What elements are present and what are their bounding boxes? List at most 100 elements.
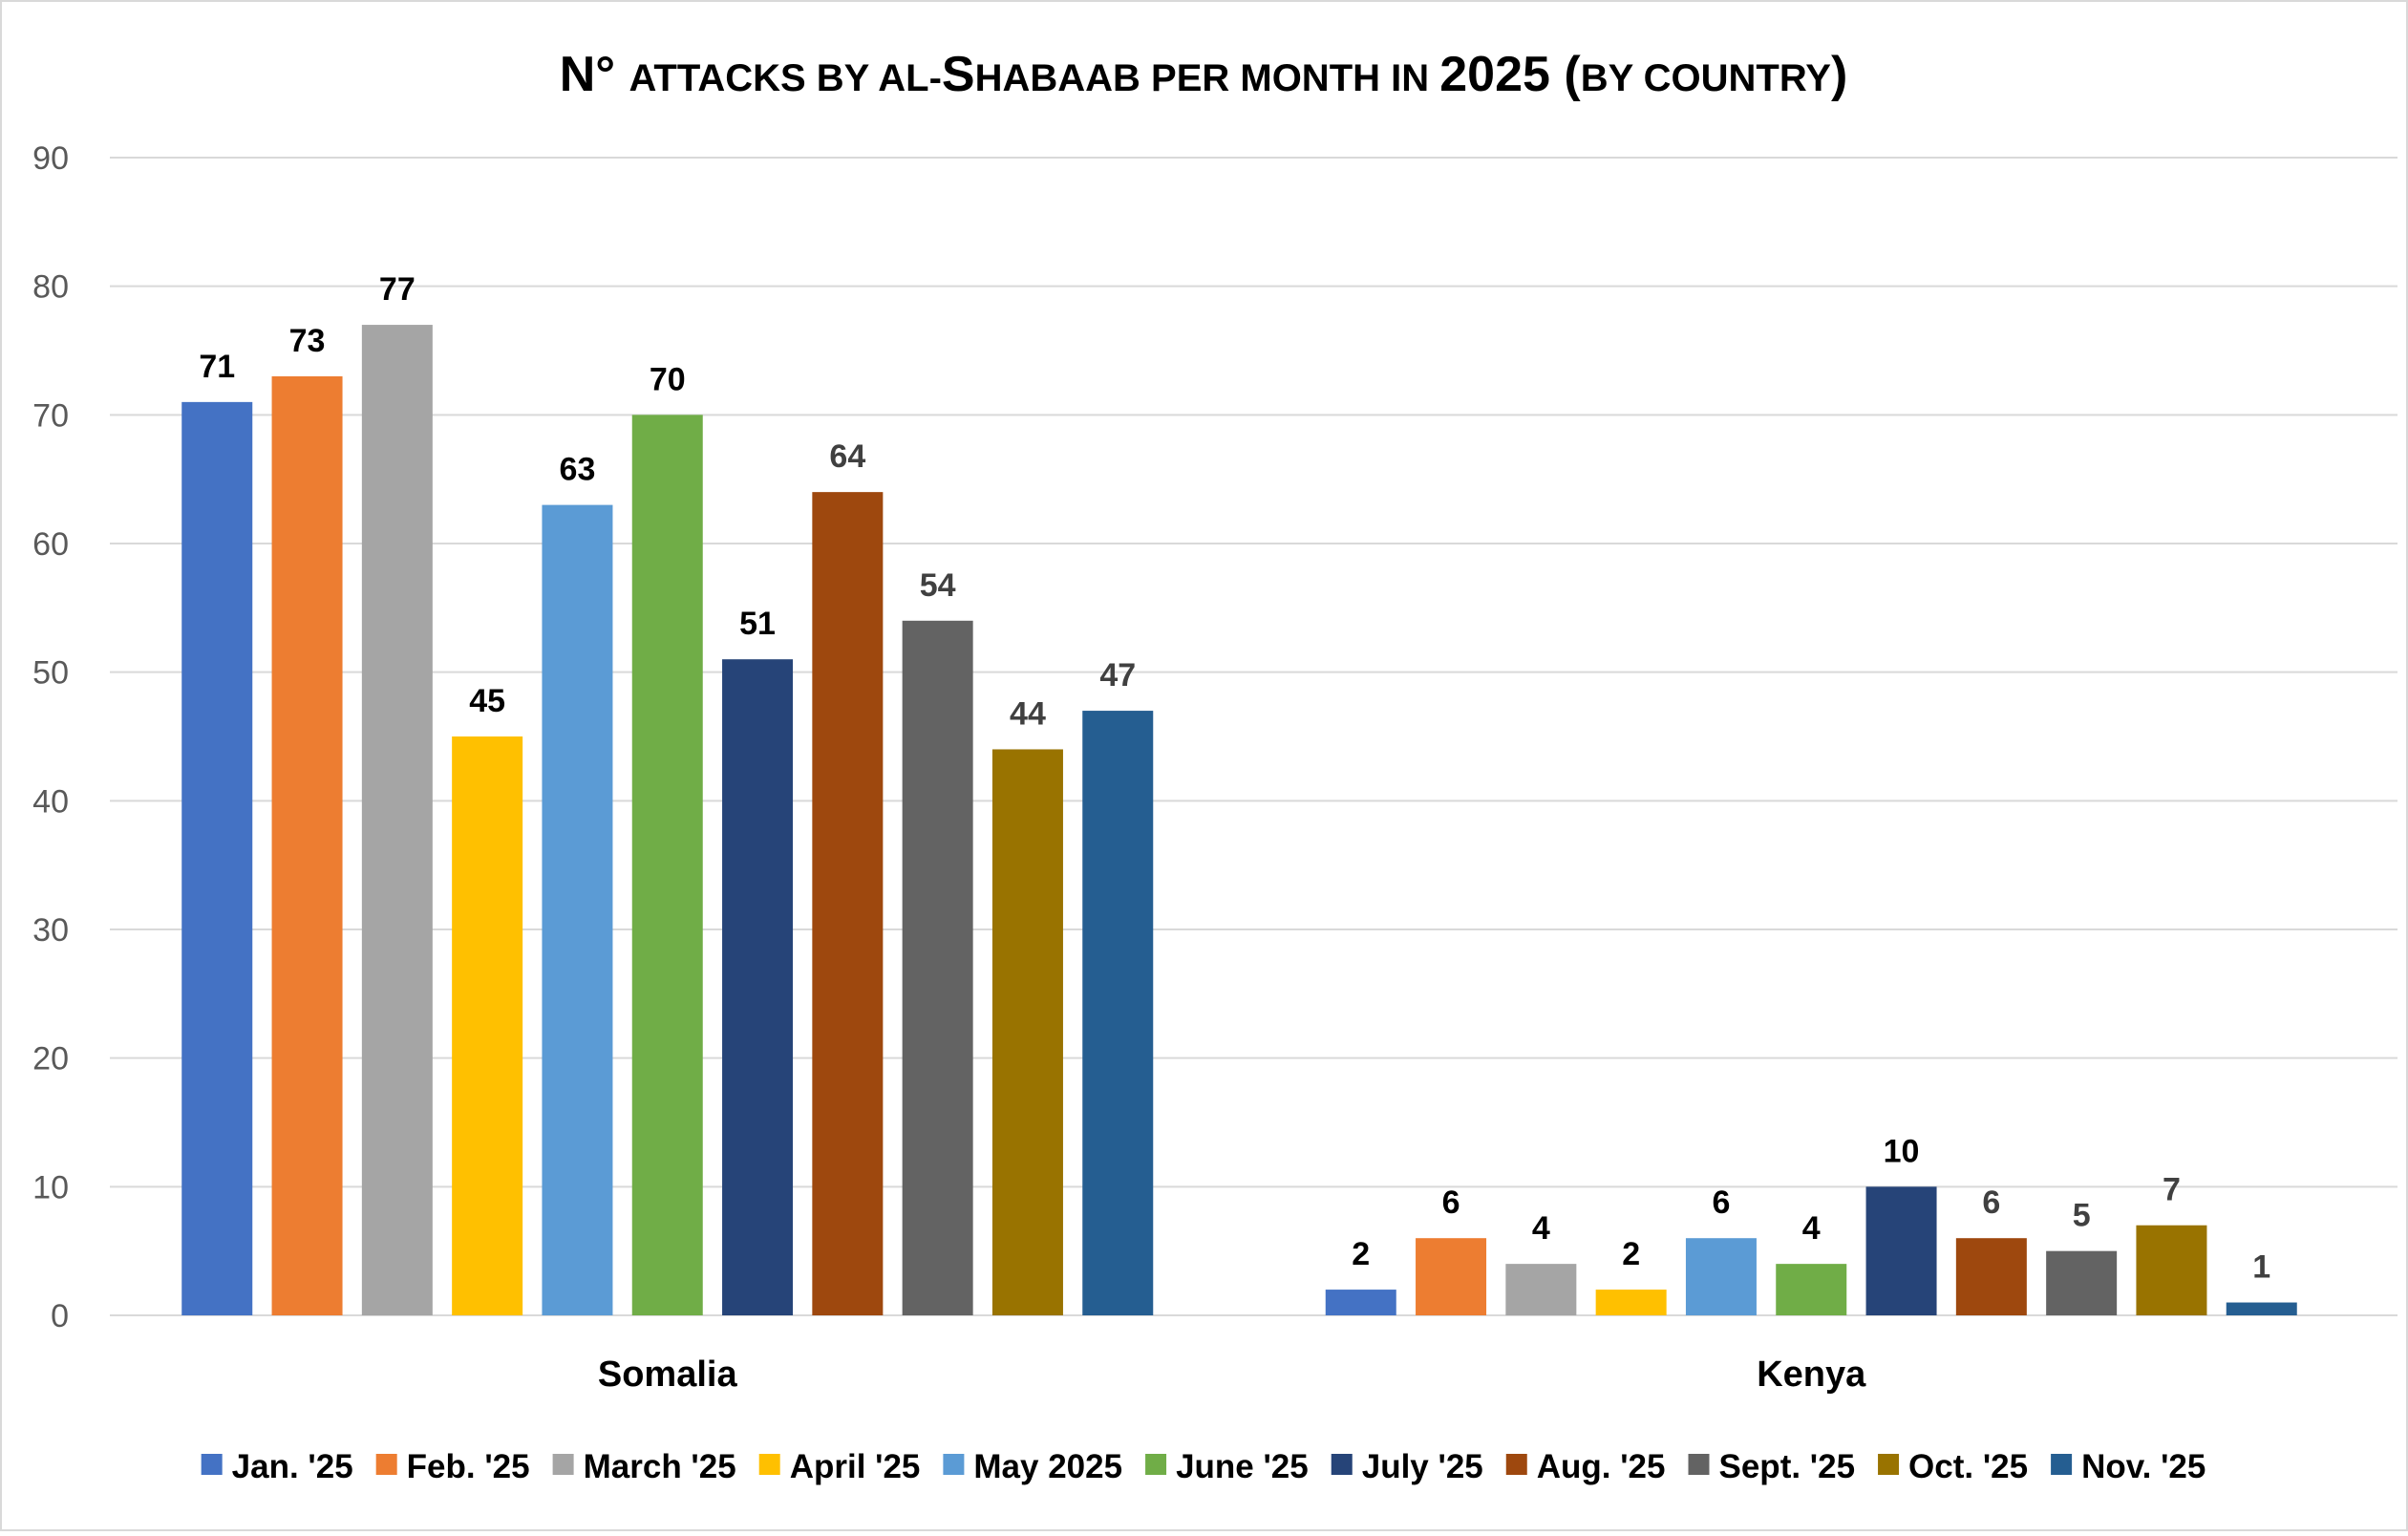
bar[interactable]	[1865, 1186, 1937, 1315]
legend-label: Aug. '25	[1537, 1448, 1666, 1485]
y-tick-label: 70	[32, 397, 69, 434]
legend-label: April '25	[790, 1448, 921, 1485]
data-label: 77	[379, 271, 416, 308]
chart-title-part: ATTACKS BY AL-	[629, 57, 942, 99]
bar[interactable]	[1416, 1238, 1487, 1315]
y-tick-label: 40	[32, 783, 69, 820]
data-label: 6	[1442, 1184, 1460, 1221]
bar[interactable]	[812, 492, 884, 1315]
legend-item[interactable]: April '25	[758, 1448, 921, 1485]
bar[interactable]	[361, 325, 433, 1316]
data-label: 54	[920, 567, 956, 604]
y-axis-ticks: 0 10 20 30 40 50 60 70 80 90	[32, 140, 69, 1334]
y-tick-label: 10	[32, 1169, 69, 1205]
legend-swatch	[1878, 1454, 1900, 1475]
legend-item[interactable]: Sept. '25	[1688, 1448, 1856, 1485]
chart-title-part: 2025 (	[1439, 47, 1581, 102]
legend-item[interactable]: March '25	[552, 1448, 736, 1485]
legend-label: Feb. '25	[407, 1448, 530, 1485]
chart-title-part: )	[1831, 47, 1847, 102]
category-label: Somalia	[598, 1355, 738, 1395]
y-tick-label: 90	[32, 140, 69, 177]
legend-item[interactable]: July '25	[1331, 1448, 1483, 1485]
bar[interactable]	[1685, 1238, 1757, 1315]
legend-label: Nov. '25	[2081, 1448, 2206, 1485]
legend-swatch	[2051, 1454, 2073, 1475]
y-tick-label: 60	[32, 526, 69, 563]
y-tick-label: 0	[51, 1298, 69, 1334]
bar[interactable]	[1082, 711, 1154, 1315]
bar[interactable]	[2136, 1225, 2207, 1315]
chart-title-part: HABAAB PER MONTH IN	[975, 57, 1440, 99]
bar[interactable]	[1505, 1264, 1577, 1315]
bars	[181, 325, 2297, 1316]
y-tick-label: 20	[32, 1041, 69, 1077]
data-label: 47	[1099, 657, 1136, 693]
data-label: 63	[560, 452, 596, 488]
chart-title-part: N°	[560, 47, 629, 102]
bar[interactable]	[2046, 1250, 2118, 1315]
bar[interactable]	[542, 504, 613, 1315]
legend-label: March '25	[584, 1448, 736, 1485]
legend-label: July '25	[1362, 1448, 1483, 1485]
bar[interactable]	[452, 736, 523, 1315]
x-axis-categories: Somalia Kenya	[598, 1355, 1866, 1395]
bar[interactable]	[902, 620, 973, 1315]
legend-label: Sept. '25	[1719, 1448, 1856, 1485]
data-label: 51	[739, 606, 776, 642]
legend-swatch	[201, 1454, 223, 1475]
legend-label: Oct. '25	[1908, 1448, 2028, 1485]
legend-item[interactable]: June '25	[1145, 1448, 1309, 1485]
data-label: 4	[1532, 1210, 1550, 1247]
legend-item[interactable]: Nov. '25	[2051, 1448, 2206, 1485]
chart-title: N° ATTACKS BY AL-SHABAAB PER MONTH IN 20…	[560, 47, 1848, 102]
legend-item[interactable]: Aug. '25	[1505, 1448, 1666, 1485]
chart-title-part: S	[942, 47, 975, 102]
legend-label: June '25	[1176, 1448, 1309, 1485]
legend-swatch	[943, 1454, 965, 1475]
data-label: 1	[2252, 1249, 2270, 1286]
bar[interactable]	[991, 749, 1063, 1315]
data-label: 6	[1982, 1184, 2000, 1221]
bar[interactable]	[181, 401, 253, 1315]
data-label: 10	[1884, 1133, 1920, 1169]
bar[interactable]	[1955, 1238, 2027, 1315]
y-tick-label: 30	[32, 912, 69, 949]
data-label: 73	[289, 323, 326, 359]
bar[interactable]	[1595, 1290, 1667, 1315]
legend-swatch	[758, 1454, 780, 1475]
data-label: 7	[2163, 1172, 2181, 1208]
data-label: 4	[1802, 1210, 1821, 1247]
legend-swatch	[1331, 1454, 1353, 1475]
legend-item[interactable]: Oct. '25	[1878, 1448, 2028, 1485]
bar[interactable]	[631, 415, 703, 1315]
chart-title-part: BY COUNTRY	[1581, 57, 1832, 99]
legend-swatch	[1688, 1454, 1710, 1475]
legend[interactable]: Jan. '25 Feb. '25 March '25 April '25 May 20…	[201, 1448, 2206, 1485]
legend-item[interactable]: Feb. '25	[375, 1448, 530, 1485]
legend-swatch	[552, 1454, 574, 1475]
data-label: 64	[829, 438, 865, 475]
data-label: 5	[2073, 1198, 2091, 1234]
y-tick-label: 50	[32, 655, 69, 692]
legend-swatch	[1145, 1454, 1167, 1475]
bar[interactable]	[722, 659, 794, 1315]
legend-swatch	[1505, 1454, 1527, 1475]
data-label: 44	[1010, 695, 1046, 732]
data-label: 45	[469, 683, 505, 719]
category-label: Kenya	[1757, 1355, 1866, 1395]
legend-swatch	[375, 1454, 397, 1475]
bar[interactable]	[1776, 1264, 1847, 1315]
data-label: 2	[1622, 1236, 1640, 1272]
bar[interactable]	[2226, 1302, 2297, 1315]
bar[interactable]	[271, 375, 343, 1315]
legend-label: May 2025	[973, 1448, 1122, 1485]
legend-item[interactable]: May 2025	[943, 1448, 1122, 1485]
data-label: 71	[199, 349, 235, 385]
data-label: 70	[650, 361, 686, 397]
bar[interactable]	[1325, 1290, 1396, 1315]
legend-item[interactable]: Jan. '25	[201, 1448, 353, 1485]
data-label: 2	[1352, 1236, 1370, 1272]
